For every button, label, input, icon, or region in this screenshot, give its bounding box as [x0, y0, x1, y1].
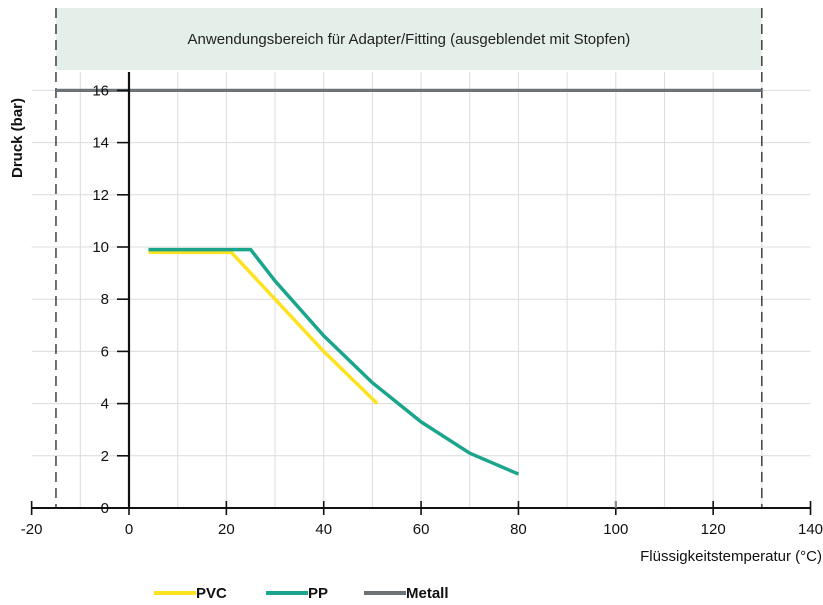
x-ticks: -20 0 20 40 60 80 100 120 140 [21, 501, 823, 538]
x-tick-label: 140 [798, 521, 823, 538]
application-range-banner-text: Anwendungsbereich für Adapter/Fitting (a… [188, 31, 631, 48]
y-tick-label: 4 [101, 396, 109, 413]
x-tick-label: 40 [315, 521, 332, 538]
y-tick-label: 0 [101, 500, 109, 517]
series-line-pp [148, 247, 520, 476]
y-tick-label: 6 [101, 343, 109, 360]
y-tick-label: 10 [92, 239, 109, 256]
x-tick-label: 100 [603, 521, 628, 538]
x-tick-label: 20 [218, 521, 235, 538]
legend: PVC PP Metall [154, 585, 449, 602]
y-ticks: 0 2 4 6 8 10 12 14 16 [92, 82, 129, 517]
y-tick-label: 14 [92, 135, 109, 152]
y-tick-label: 12 [92, 187, 109, 204]
legend-label-metall: Metall [406, 585, 449, 602]
application-range-banner [55, 8, 762, 70]
series-line-pvc [148, 250, 379, 405]
vertical-gridlines [79, 72, 763, 508]
x-tick-label: 80 [510, 521, 527, 538]
y-axis-title: Druck (bar) [9, 98, 26, 178]
legend-label-pvc: PVC [196, 585, 227, 602]
x-tick-label: -20 [21, 521, 43, 538]
y-tick-label: 8 [101, 291, 109, 308]
x-tick-label: 120 [701, 521, 726, 538]
x-tick-label: 60 [413, 521, 430, 538]
legend-label-pp: PP [308, 585, 328, 602]
x-tick-label: 0 [125, 521, 133, 538]
y-tick-label: 2 [101, 448, 109, 465]
y-tick-label: 16 [92, 82, 109, 99]
x-axis-title: Flüssigkeitstemperatur (°C) [640, 548, 822, 565]
series-lines [55, 88, 762, 476]
